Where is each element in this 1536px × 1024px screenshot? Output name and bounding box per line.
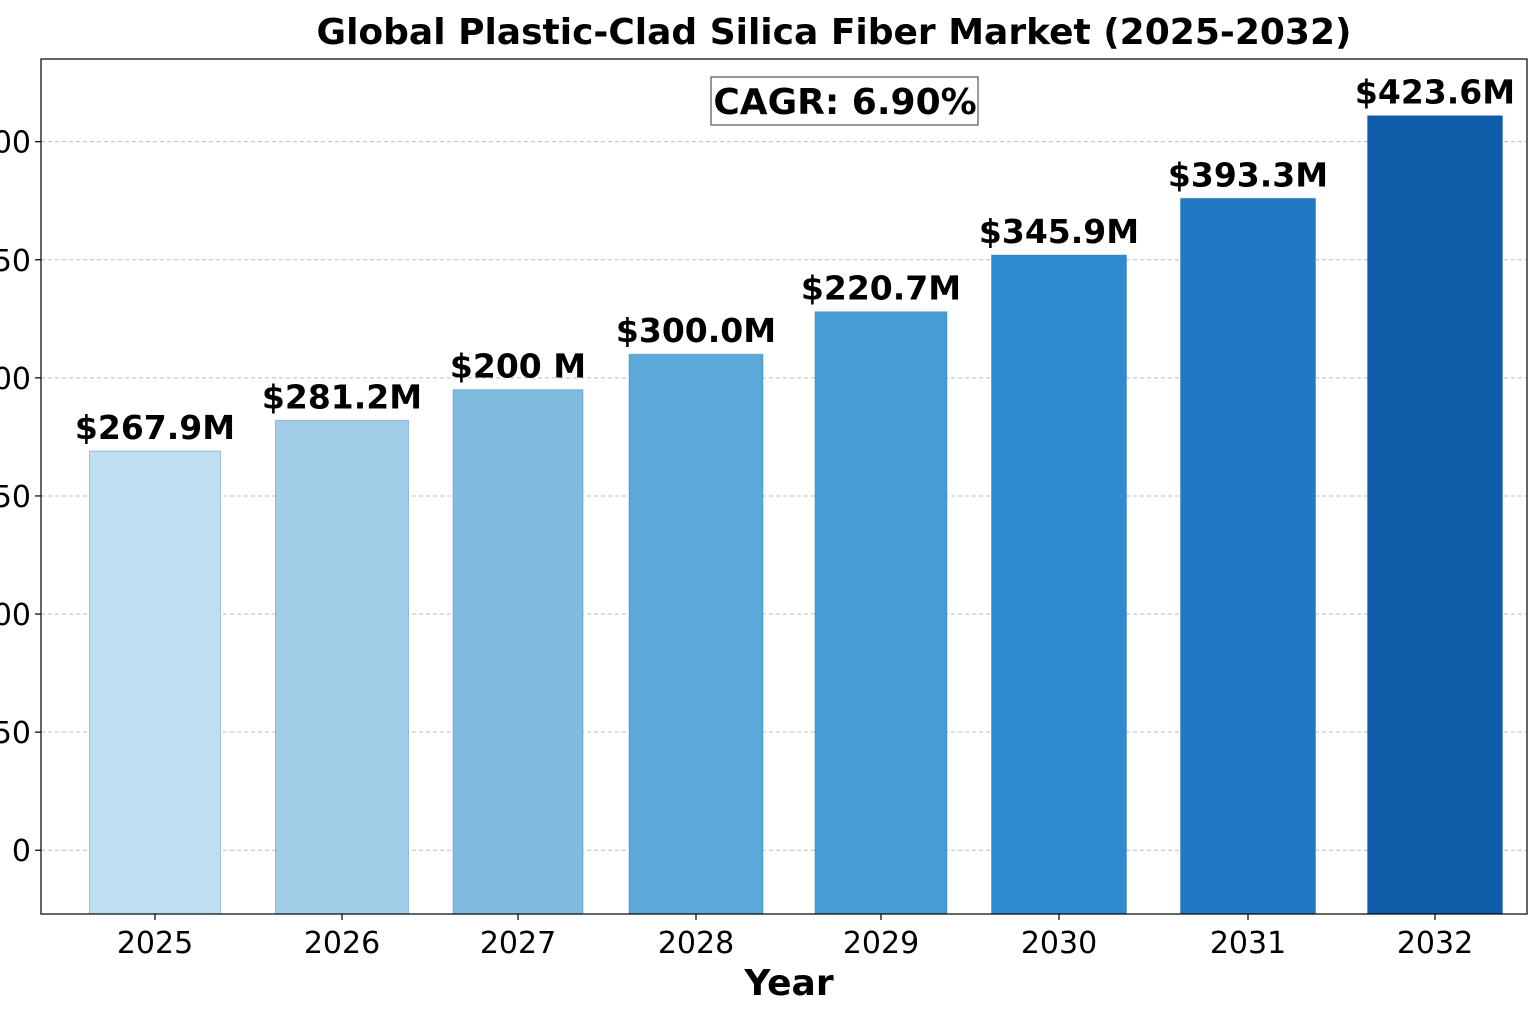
x-tick-label: 2026 [304,926,380,961]
x-tick-label: 2027 [480,926,556,961]
bar-value-label: $300.0M [616,311,776,350]
y-tick-label: 100 [0,598,31,633]
bar-2025 [89,450,221,915]
y-axis-ticks: 0 50 100 150 200 250 300 [0,126,41,869]
x-tick-label: 2028 [658,926,734,961]
x-tick-label: 2029 [843,926,919,961]
y-tick-label: 200 [0,362,31,397]
cagr-box [710,76,979,126]
bar-2027 [452,389,584,915]
bar-value-label: $200 M [450,347,586,386]
y-tick-label: 0 [12,834,31,869]
bars [89,115,1503,915]
cagr-annotation: CAGR: 6.90% [710,76,979,126]
cagr-text: CAGR: 6.90% [713,82,976,123]
x-tick-label: 2025 [117,926,193,961]
bar-value-label: $267.9M [75,408,235,447]
bar-data-labels: $267.9M $281.2M $200 M $300.0M $220.7M $345.9… [75,73,1515,447]
bar-2026 [275,419,409,915]
x-tick-label: 2031 [1210,926,1286,961]
x-axis-ticks: 2025 2026 2027 2028 2029 2030 2031 2032 [117,914,1473,961]
bar-2032 [1367,115,1503,915]
x-tick-label: 2032 [1397,926,1473,961]
bar-2028 [628,353,764,915]
y-tick-label: 300 [0,126,31,161]
bar-2029 [814,311,948,915]
chart-title: Global Plastic-Clad Silica Fiber Market … [317,12,1352,53]
y-tick-label: 150 [0,480,31,515]
y-tick-label: 250 [0,244,31,279]
bar-value-label: $393.3M [1168,155,1328,194]
bar-value-label: $423.6M [1355,73,1515,112]
plot-frame [40,58,1528,915]
bar-2030 [991,254,1127,915]
x-axis-label: Year [743,963,833,1004]
y-tick-label: 50 [0,716,31,751]
bar-value-label: $220.7M [801,269,961,308]
bar-2031 [1180,197,1316,915]
bar-value-label: $281.2M [262,377,422,416]
bar-value-label: $345.9M [979,212,1139,251]
x-tick-label: 2030 [1021,926,1097,961]
